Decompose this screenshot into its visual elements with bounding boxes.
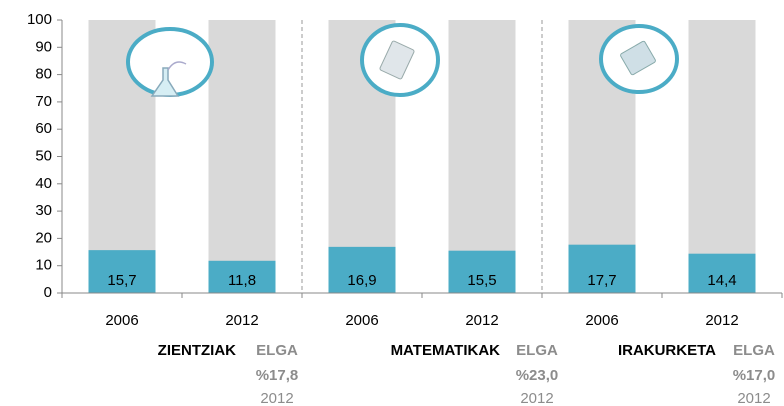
- note-value: %17,8: [256, 367, 299, 384]
- bar: [208, 260, 276, 293]
- y-tick-label: 60: [35, 120, 52, 137]
- bar: [328, 246, 396, 293]
- book: [620, 40, 656, 76]
- note-label: ELGA: [516, 342, 558, 359]
- y-tick-label: 40: [35, 175, 52, 192]
- icons: [126, 23, 679, 97]
- note-value: %17,0: [733, 367, 776, 384]
- bar: [88, 250, 156, 293]
- calculator: [379, 40, 415, 80]
- background-bar: [448, 20, 516, 293]
- value-label: 15,7: [107, 272, 136, 289]
- x-tick-label: 2012: [225, 312, 258, 329]
- bar: [568, 244, 636, 293]
- note-year: 2012: [520, 390, 553, 406]
- value-label: 11,8: [228, 272, 256, 289]
- y-tick-label: 90: [35, 38, 52, 55]
- value-label: 15,5: [467, 272, 496, 289]
- value-label: 16,9: [347, 272, 376, 289]
- group-name: MATEMATIKAK: [391, 342, 501, 359]
- value-label: 17,7: [587, 272, 616, 289]
- flask: [150, 67, 180, 97]
- y-tick-label: 0: [44, 284, 52, 301]
- y-tick-label: 10: [35, 257, 52, 274]
- note-year: 2012: [737, 390, 770, 406]
- y-tick-label: 50: [35, 147, 52, 164]
- flask-tube: [167, 61, 187, 71]
- group-name: IRAKURKETA: [618, 342, 716, 359]
- background-bar: [208, 20, 276, 293]
- x-tick-label: 2012: [465, 312, 498, 329]
- y-tick-label: 20: [35, 229, 52, 246]
- note-label: ELGA: [733, 342, 775, 359]
- background-bar: [688, 20, 756, 293]
- x-tick-label: 2006: [585, 312, 618, 329]
- note-value: %23,0: [516, 367, 559, 384]
- value-label: 14,4: [707, 272, 736, 289]
- bar: [448, 250, 516, 293]
- y-tick-label: 30: [35, 202, 52, 219]
- note-label: ELGA: [256, 342, 298, 359]
- x-tick-label: 2006: [345, 312, 378, 329]
- x-tick-label: 2012: [705, 312, 738, 329]
- bar: [688, 253, 756, 293]
- y-tick-label: 70: [35, 93, 52, 110]
- y-tick-label: 100: [27, 11, 52, 28]
- x-tick-label: 2006: [105, 312, 138, 329]
- note-year: 2012: [260, 390, 293, 406]
- group-name: ZIENTZIAK: [158, 342, 236, 359]
- y-tick-label: 80: [35, 66, 52, 83]
